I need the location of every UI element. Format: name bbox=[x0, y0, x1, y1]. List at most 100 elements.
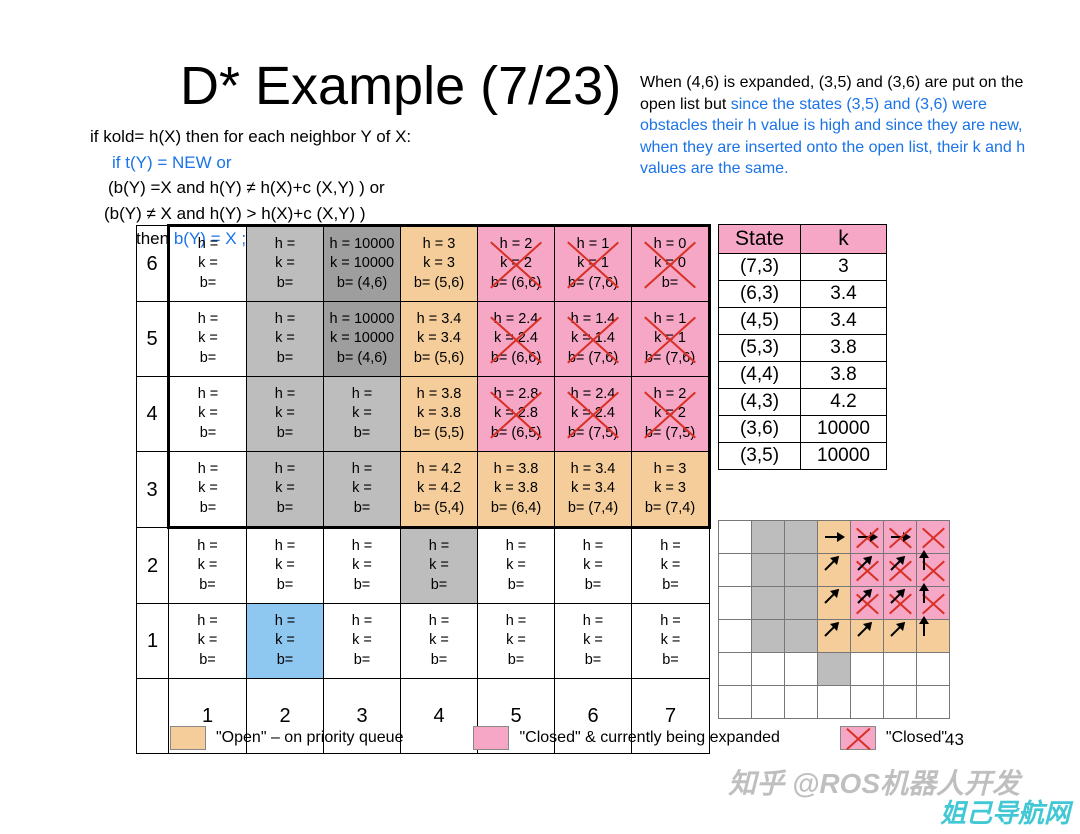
mini-cell bbox=[851, 653, 884, 686]
state-cell: (4,3) bbox=[719, 389, 801, 416]
mini-grid bbox=[718, 520, 950, 719]
mini-cell bbox=[752, 653, 785, 686]
mini-cell bbox=[917, 620, 950, 653]
mini-cell bbox=[752, 587, 785, 620]
expand-swatch bbox=[473, 726, 509, 750]
grid-cell: h = k = b= bbox=[324, 377, 401, 452]
grid-cell: h = k = b= bbox=[247, 377, 324, 452]
state-cell: 4.2 bbox=[801, 389, 887, 416]
grid-cell: h = k = b= bbox=[478, 528, 555, 604]
state-cell: (7,3) bbox=[719, 254, 801, 281]
state-cell: 3.4 bbox=[801, 308, 887, 335]
mini-cell bbox=[719, 620, 752, 653]
mini-cell bbox=[719, 587, 752, 620]
grid-cell: h = k = b= bbox=[324, 604, 401, 679]
mini-cell bbox=[818, 686, 851, 719]
row-header: 5 bbox=[137, 302, 169, 377]
grid-cell: h = k = b= bbox=[247, 226, 324, 302]
grid-cell: h = k = b= bbox=[555, 528, 632, 604]
grid-cell: h = k = b= bbox=[324, 452, 401, 528]
grid-cell: h = 1.4k = 1.4b= (7,6) bbox=[555, 302, 632, 377]
expand-label: "Closed" & currently being expanded bbox=[519, 729, 779, 747]
mini-cell bbox=[851, 587, 884, 620]
grid-cell: h = k = b= bbox=[555, 604, 632, 679]
state-cell: 3.4 bbox=[801, 281, 887, 308]
grid-cell: h = k = b= bbox=[401, 604, 478, 679]
mini-cell bbox=[752, 554, 785, 587]
mini-cell bbox=[752, 620, 785, 653]
mini-cell bbox=[818, 521, 851, 554]
pseudo-l4: (b(Y) ≠ X and h(Y) > h(X)+c (X,Y) ) bbox=[90, 201, 432, 227]
grid-cell: h = 2.4k = 2.4b= (6,6) bbox=[478, 302, 555, 377]
mini-cell bbox=[785, 653, 818, 686]
grid-cell: h = 10000k = 10000b= (4,6) bbox=[324, 302, 401, 377]
state-cell: 10000 bbox=[801, 443, 887, 470]
state-cell: (5,3) bbox=[719, 335, 801, 362]
grid-cell: h = k = b= bbox=[478, 604, 555, 679]
state-cell: (4,4) bbox=[719, 362, 801, 389]
watermark-2: 姐己导航网 bbox=[940, 793, 1070, 830]
row-header: 6 bbox=[137, 226, 169, 302]
grid-cell: h = k = b= bbox=[169, 452, 247, 528]
pseudo-l1: if kold= h(X) then for each neighbor Y o… bbox=[90, 124, 432, 150]
mini-cell bbox=[851, 620, 884, 653]
mini-cell bbox=[785, 521, 818, 554]
closed-label: "Closed" bbox=[886, 729, 947, 747]
grid-cell: h = k = b= bbox=[632, 528, 710, 604]
open-label: "Open" – on priority queue bbox=[216, 729, 403, 747]
main-grid: 6h = k = b=h = k = b=h = 10000k = 10000b… bbox=[136, 224, 711, 754]
state-cell: (6,3) bbox=[719, 281, 801, 308]
mini-cell bbox=[851, 554, 884, 587]
grid-cell: h = 3.4k = 3.4b= (7,4) bbox=[555, 452, 632, 528]
grid-cell: h = k = b= bbox=[169, 604, 247, 679]
mini-cell bbox=[818, 653, 851, 686]
pseudo-l2: if t(Y) = NEW or bbox=[112, 153, 231, 172]
mini-cell bbox=[785, 587, 818, 620]
grid-cell: h = 3k = 3b= (7,4) bbox=[632, 452, 710, 528]
grid-cell: h = 0k = 0b= bbox=[632, 226, 710, 302]
mini-cell bbox=[917, 521, 950, 554]
grid-cell: h = 2k = 2b= (7,5) bbox=[632, 377, 710, 452]
pseudo-l3: (b(Y) =X and h(Y) ≠ h(X)+c (X,Y) ) or bbox=[90, 175, 432, 201]
mini-cell bbox=[917, 554, 950, 587]
state-header: State bbox=[719, 225, 801, 254]
mini-cell bbox=[818, 620, 851, 653]
page-number: 43 bbox=[945, 730, 964, 750]
mini-cell bbox=[752, 521, 785, 554]
grid-cell: h = 4.2k = 4.2b= (5,4) bbox=[401, 452, 478, 528]
mini-cell bbox=[752, 686, 785, 719]
state-cell: 3 bbox=[801, 254, 887, 281]
mini-cell bbox=[884, 554, 917, 587]
state-cell: 3.8 bbox=[801, 362, 887, 389]
grid-cell: h = 3.8k = 3.8b= (5,5) bbox=[401, 377, 478, 452]
grid-cell: h = k = b= bbox=[169, 302, 247, 377]
row-header: 2 bbox=[137, 528, 169, 604]
mini-cell bbox=[851, 686, 884, 719]
grid-cell: h = k = b= bbox=[169, 377, 247, 452]
grid-cell: h = k = b= bbox=[324, 528, 401, 604]
mini-cell bbox=[851, 521, 884, 554]
state-cell: (4,5) bbox=[719, 308, 801, 335]
grid-cell: h = 2.4k = 2.4b= (7,5) bbox=[555, 377, 632, 452]
mini-cell bbox=[818, 587, 851, 620]
mini-cell bbox=[719, 521, 752, 554]
mini-cell bbox=[785, 554, 818, 587]
row-header: 1 bbox=[137, 604, 169, 679]
grid-cell: h = k = b= bbox=[247, 452, 324, 528]
mini-cell bbox=[884, 686, 917, 719]
grid-cell: h = k = b= bbox=[632, 604, 710, 679]
grid-cell: h = k = b= bbox=[247, 604, 324, 679]
grid-cell: h = 3.4k = 3.4b= (5,6) bbox=[401, 302, 478, 377]
mini-cell bbox=[719, 686, 752, 719]
state-cell: (3,6) bbox=[719, 416, 801, 443]
mini-cell bbox=[818, 554, 851, 587]
grid-cell: h = k = b= bbox=[247, 528, 324, 604]
mini-cell bbox=[884, 587, 917, 620]
grid-cell: h = k = b= bbox=[169, 226, 247, 302]
grid-cell: h = 1k = 1b= (7,6) bbox=[632, 302, 710, 377]
mini-cell bbox=[884, 653, 917, 686]
legend: "Open" – on priority queue "Closed" & cu… bbox=[170, 726, 947, 750]
mini-cell bbox=[719, 653, 752, 686]
slide-title: D* Example (7/23) bbox=[180, 55, 621, 117]
mini-cell bbox=[917, 587, 950, 620]
